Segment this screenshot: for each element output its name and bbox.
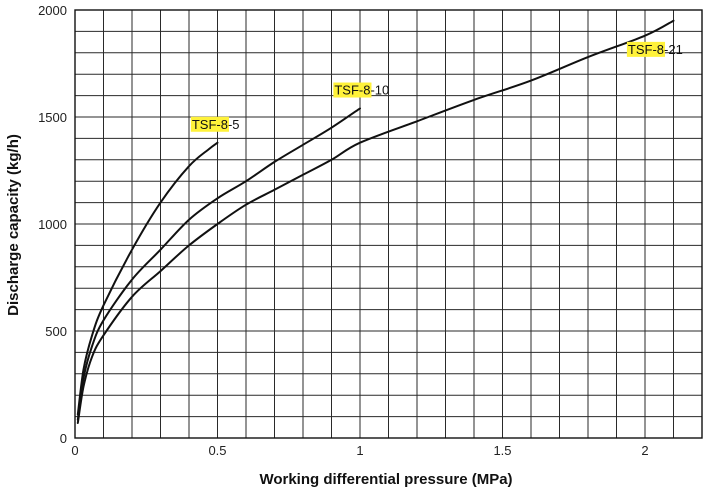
y-tick-label: 1000 xyxy=(38,217,67,232)
x-tick-label: 2 xyxy=(641,443,648,458)
y-tick-label: 0 xyxy=(60,431,67,446)
y-axis-title: Discharge capacity (kg/h) xyxy=(5,134,22,316)
series-labels: TSF-8-5 TSF-8-10 TSF-8-21 xyxy=(190,41,683,132)
x-tick-label: 1.5 xyxy=(493,443,511,458)
series-label-text: TSF-8-21 xyxy=(628,42,683,57)
series-lines xyxy=(76,19,675,424)
series-label: TSF-8-10 xyxy=(333,82,389,98)
y-tick-label: 500 xyxy=(45,324,67,339)
series-line xyxy=(76,19,675,424)
series-label-text: TSF-8-5 xyxy=(192,117,240,132)
series-label-highlight xyxy=(190,116,229,132)
y-tick-label: 2000 xyxy=(38,3,67,18)
series-label-highlight xyxy=(333,82,372,98)
grid xyxy=(74,9,703,439)
series-line xyxy=(76,141,219,416)
tick-labels: 0 0.5 1 1.5 2 0 500 1000 1500 2000 xyxy=(38,3,649,458)
series-label: TSF-8-5 xyxy=(190,116,240,132)
series-label-highlight xyxy=(626,41,666,57)
series-label-text: TSF-8-10 xyxy=(334,83,389,98)
x-tick-label: 1 xyxy=(356,443,363,458)
series-line xyxy=(76,107,361,421)
y-tick-label: 1500 xyxy=(38,110,67,125)
x-tick-label: 0 xyxy=(71,443,78,458)
plot-frame xyxy=(74,9,703,439)
x-axis-title: Working differential pressure (MPa) xyxy=(259,471,512,488)
x-tick-label: 0.5 xyxy=(208,443,226,458)
series-label: TSF-8-21 xyxy=(626,41,683,57)
